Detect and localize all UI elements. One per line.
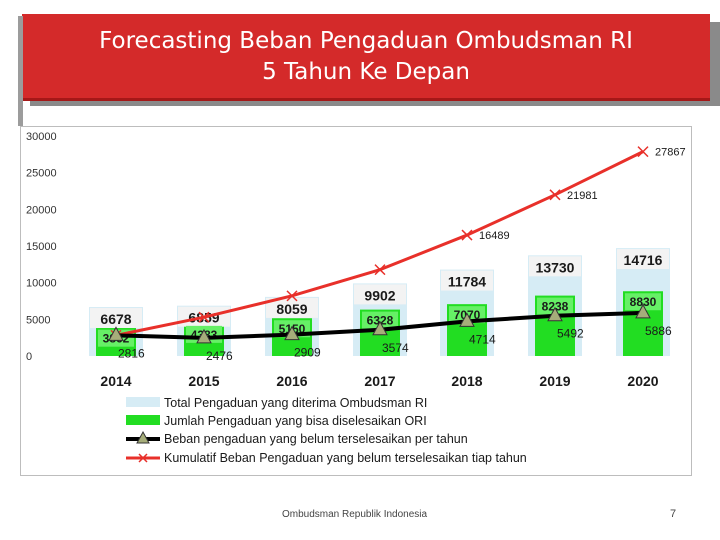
label-cumulative: 16489 — [479, 230, 510, 242]
label-beban: 2476 — [206, 349, 233, 363]
x-tick-label: 2016 — [276, 373, 307, 389]
x-tick-label: 2020 — [627, 373, 658, 389]
bar-total-label: 11784 — [448, 274, 486, 290]
page-number: 7 — [670, 508, 677, 520]
legend-label: Total Pengaduan yang diterima Ombudsman … — [164, 396, 427, 410]
legend-label: Kumulatif Beban Pengaduan yang belum ter… — [164, 451, 527, 465]
y-tick-label: 30000 — [26, 131, 57, 143]
bar-completed-label-bg — [537, 297, 573, 315]
bar-completed-label-bg — [625, 293, 661, 311]
slide-title: Forecasting Beban Pengaduan Ombudsman RI… — [22, 26, 710, 88]
label-beban: 5492 — [557, 327, 584, 341]
legend-marker-beban — [136, 430, 150, 444]
bar-completed-label: 8238 — [542, 300, 569, 314]
bar-total-label-bg — [441, 270, 493, 291]
x-tick-label: 2017 — [364, 373, 395, 389]
label-cumulative: 27867 — [655, 147, 686, 159]
y-tick-label: 5000 — [26, 314, 50, 326]
label-beban: 2909 — [294, 346, 321, 360]
bar-total-label: 14716 — [624, 252, 663, 268]
bar-total-label-bg — [617, 249, 669, 270]
legend-label: Jumlah Pengaduan yang bisa diselesaikan … — [164, 414, 427, 428]
bar-total-label: 9902 — [364, 287, 395, 303]
bar-total-label-bg — [266, 297, 318, 318]
bar-total-label: 8059 — [276, 301, 307, 317]
marker-beban — [459, 312, 475, 327]
slide-title-line2: 5 Tahun Ke Depan — [262, 59, 470, 85]
label-cumulative: 21981 — [567, 190, 598, 202]
legend-marker-cumulative — [138, 453, 148, 463]
legend-swatch-total — [126, 397, 160, 407]
marker-cumulative — [461, 229, 473, 241]
bar-completed-label: 8830 — [630, 295, 657, 309]
marker-cumulative — [549, 189, 561, 201]
bar-total-label-bg — [354, 284, 406, 305]
marker-beban — [372, 320, 388, 336]
bar-completed-label-bg — [362, 311, 398, 329]
bar-total-label: 13730 — [536, 259, 575, 275]
left-accent-bar — [18, 16, 23, 126]
label-beban: 3574 — [382, 341, 409, 355]
x-tick-label: 2014 — [100, 373, 131, 389]
title-banner — [22, 14, 710, 101]
x-tick-label: 2015 — [188, 373, 219, 389]
bar-total-label-bg — [529, 256, 581, 277]
y-tick-label: 15000 — [26, 241, 57, 253]
bar-total-label: 6678 — [100, 311, 131, 327]
legend-swatch-completed — [126, 415, 160, 425]
marker-beban — [547, 306, 563, 322]
x-tick-label: 2019 — [539, 373, 570, 389]
legend-label: Beban pengaduan yang belum terselesaikan… — [164, 432, 468, 446]
y-tick-label: 25000 — [26, 168, 57, 180]
y-tick-label: 20000 — [26, 204, 57, 216]
label-beban: 4714 — [469, 332, 496, 346]
marker-beban — [284, 325, 300, 341]
marker-cumulative — [286, 290, 298, 302]
marker-cumulative — [637, 146, 649, 158]
bar-completed-label: 6328 — [367, 314, 394, 328]
bar-total-label-bg — [90, 308, 142, 329]
label-beban: 2816 — [118, 346, 145, 360]
slide-footer: Ombudsman Republik Indonesia — [282, 509, 428, 520]
marker-beban — [108, 326, 124, 341]
y-tick-label: 10000 — [26, 278, 57, 290]
marker-beban — [196, 328, 212, 344]
slide-title-line1: Forecasting Beban Pengaduan Ombudsman RI — [99, 28, 633, 54]
marker-cumulative — [198, 311, 210, 323]
x-tick-label: 2018 — [451, 373, 482, 389]
marker-beban — [635, 303, 651, 319]
y-tick-label: 0 — [26, 351, 32, 363]
marker-cumulative — [374, 264, 386, 276]
label-beban: 5886 — [645, 324, 672, 338]
